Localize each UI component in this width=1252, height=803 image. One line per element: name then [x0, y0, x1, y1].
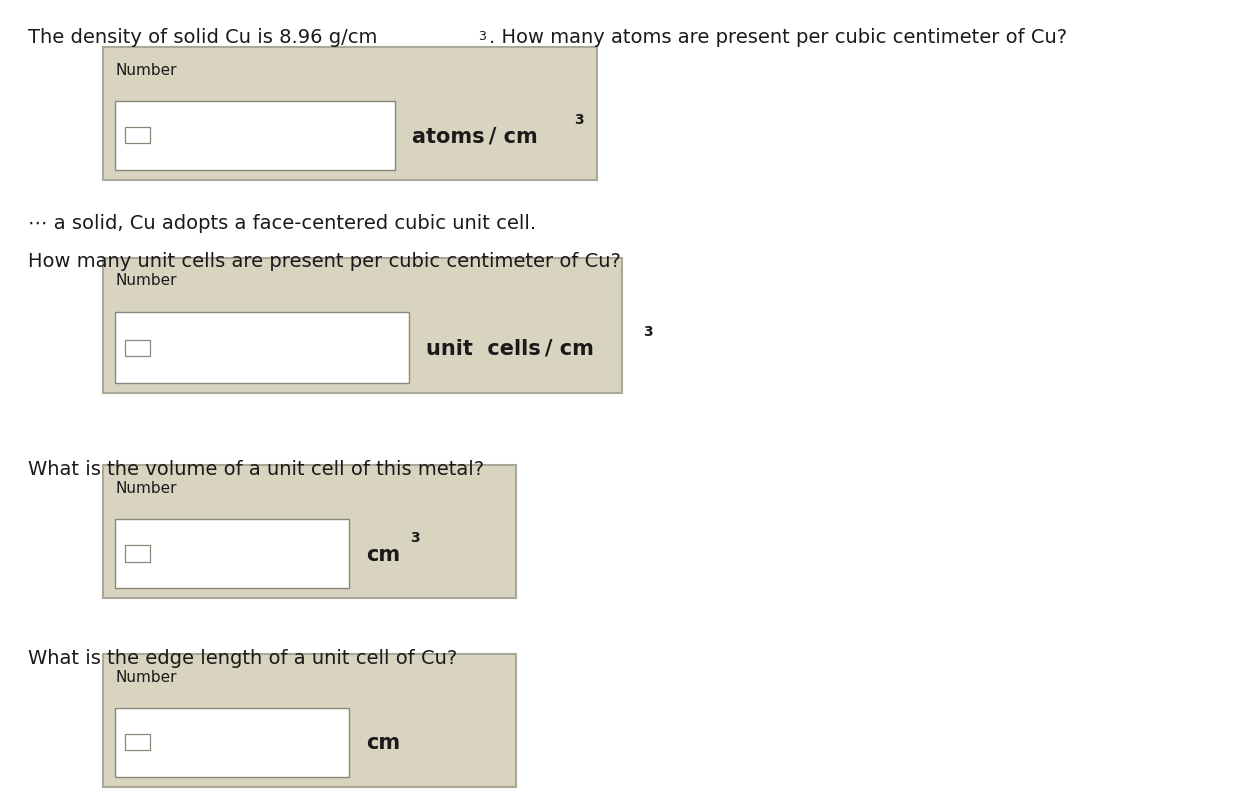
Text: cm: cm — [366, 732, 401, 752]
Text: Number: Number — [115, 63, 177, 78]
Text: 3: 3 — [575, 112, 583, 127]
Text: Number: Number — [115, 273, 177, 288]
FancyBboxPatch shape — [103, 48, 597, 181]
Text: 3: 3 — [642, 324, 652, 339]
FancyBboxPatch shape — [125, 546, 150, 562]
Text: unit  cells / cm: unit cells / cm — [426, 338, 595, 358]
Text: ⋯ a solid, Cu adopts a face-centered cubic unit cell.: ⋯ a solid, Cu adopts a face-centered cub… — [28, 214, 536, 233]
FancyBboxPatch shape — [103, 259, 622, 393]
FancyBboxPatch shape — [103, 654, 516, 787]
FancyBboxPatch shape — [115, 101, 394, 171]
Text: Number: Number — [115, 480, 177, 495]
FancyBboxPatch shape — [115, 313, 408, 384]
FancyBboxPatch shape — [103, 466, 516, 598]
Text: The density of solid Cu is 8.96 g/cm: The density of solid Cu is 8.96 g/cm — [28, 28, 377, 47]
FancyBboxPatch shape — [115, 519, 348, 589]
Text: atoms / cm: atoms / cm — [412, 126, 538, 146]
Text: 3: 3 — [478, 30, 486, 43]
Text: How many unit cells are present per cubic centimeter of Cu?: How many unit cells are present per cubi… — [28, 252, 621, 271]
Text: cm: cm — [366, 544, 401, 564]
Text: 3: 3 — [411, 530, 419, 544]
FancyBboxPatch shape — [125, 128, 150, 145]
Text: What is the volume of a unit cell of this metal?: What is the volume of a unit cell of thi… — [28, 459, 483, 479]
Text: What is the edge length of a unit cell of Cu?: What is the edge length of a unit cell o… — [28, 648, 457, 667]
FancyBboxPatch shape — [125, 735, 150, 751]
Text: Number: Number — [115, 669, 177, 684]
Text: . How many atoms are present per cubic centimeter of Cu?: . How many atoms are present per cubic c… — [488, 28, 1067, 47]
FancyBboxPatch shape — [125, 340, 150, 357]
FancyBboxPatch shape — [115, 707, 348, 777]
